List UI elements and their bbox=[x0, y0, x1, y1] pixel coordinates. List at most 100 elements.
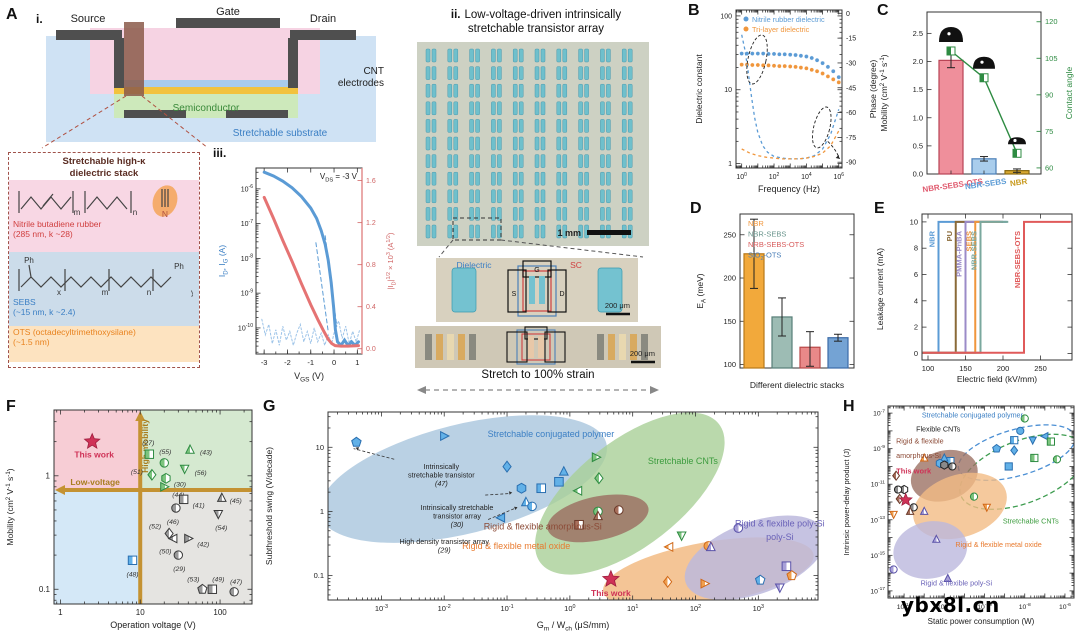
panel-label-b: B bbox=[688, 2, 700, 19]
stack-title-line2: dielectric stack bbox=[69, 167, 139, 179]
arrow-head bbox=[835, 155, 840, 159]
repeat-m: m bbox=[74, 208, 81, 217]
tspan: 10 bbox=[238, 325, 246, 332]
tspan: 10 bbox=[564, 604, 572, 613]
ref-label: (41) bbox=[193, 502, 205, 509]
tspan: Rigid & flexible amorphous-Si bbox=[484, 522, 602, 532]
device-bar bbox=[512, 171, 518, 186]
device-bar bbox=[497, 101, 502, 116]
device-bar bbox=[540, 171, 546, 186]
tspan: 10 bbox=[873, 446, 881, 453]
tspan: Operation voltage (V) bbox=[110, 620, 196, 630]
data-point bbox=[184, 533, 194, 544]
data-point bbox=[558, 465, 569, 476]
channel-bar bbox=[538, 336, 544, 358]
tspan: 10 bbox=[910, 217, 918, 226]
tspan: -1 bbox=[307, 358, 314, 367]
legend-marker bbox=[743, 16, 749, 22]
droplet-icon bbox=[1008, 137, 1026, 145]
panel-label-a: A bbox=[6, 6, 18, 23]
tspan: -6 bbox=[1067, 602, 1072, 608]
region-ellipse bbox=[893, 521, 968, 579]
y-tick-label: 2 bbox=[914, 323, 918, 332]
stack-section-nbr: m n N Nitrile butadiene rubber (285 nm, k … bbox=[9, 179, 199, 252]
tspan: 10 bbox=[316, 443, 324, 452]
device-bar bbox=[453, 224, 459, 239]
device-bar bbox=[556, 66, 562, 80]
device-bar bbox=[540, 207, 546, 221]
data-point bbox=[197, 583, 208, 594]
tspan: NBR-SEBS-OTS bbox=[1013, 231, 1022, 288]
gate-current bbox=[261, 318, 361, 348]
device-bar bbox=[540, 119, 546, 133]
stack-title-line1: Stretchable high-κ bbox=[62, 156, 146, 167]
y-tick-label: 1.0 bbox=[913, 113, 923, 122]
tspan: NBR-SEBS bbox=[748, 230, 786, 239]
data-point bbox=[755, 51, 761, 56]
tspan: NBR bbox=[748, 219, 764, 228]
dielectric-stack-callout: Stretchable high-κ dielectric stack m n N … bbox=[8, 152, 200, 368]
data-point bbox=[771, 51, 777, 57]
device-bar bbox=[512, 189, 518, 204]
ref-label: (51) bbox=[131, 469, 143, 476]
legend-label: SiO2-OTS bbox=[748, 251, 781, 262]
data-point bbox=[992, 443, 1002, 453]
tspan: 0 bbox=[914, 349, 918, 358]
phenyl-bond bbox=[28, 264, 32, 277]
tspan: Gate bbox=[216, 6, 240, 18]
device-bar bbox=[469, 83, 474, 98]
y-axis-label: Mobility (cm2 V-1 s-1) bbox=[5, 468, 15, 545]
droplet-highlight bbox=[1013, 138, 1017, 143]
tspan: High mobility bbox=[140, 419, 150, 473]
tspan: Dielectric constant bbox=[694, 54, 704, 124]
device-bar bbox=[600, 48, 605, 63]
device-bar bbox=[497, 136, 502, 151]
device-bar bbox=[431, 136, 437, 151]
device-bar bbox=[518, 66, 524, 80]
tspan: (meV) bbox=[695, 273, 705, 299]
callout-leader bbox=[41, 95, 127, 149]
x-tick-label: 0 bbox=[332, 358, 336, 367]
y-axis-label: Leakage current (mA) bbox=[875, 248, 885, 330]
tspan: Dielectric bbox=[457, 260, 493, 270]
tspan: Different dielectric stacks bbox=[750, 380, 844, 390]
tspan: amorphous-Si bbox=[896, 451, 941, 460]
device-bar bbox=[584, 207, 589, 221]
data-point bbox=[777, 63, 782, 69]
data-point bbox=[787, 52, 793, 57]
y-tick-label: 0.1 bbox=[39, 585, 51, 594]
tspan: 10 bbox=[833, 174, 841, 181]
tspan: -3 bbox=[261, 358, 268, 367]
tspan: (53) bbox=[187, 576, 199, 583]
tspan: -10 bbox=[985, 602, 992, 608]
device-bar bbox=[540, 101, 546, 116]
ref-label: (42) bbox=[197, 542, 209, 549]
tspan: Stretchable conjugated polymer bbox=[488, 429, 615, 439]
tspan: 90 bbox=[1045, 90, 1053, 99]
device-bar bbox=[491, 154, 496, 168]
annotation-text: (47) bbox=[435, 479, 448, 488]
tspan: 105 bbox=[1045, 54, 1058, 63]
device-bar bbox=[584, 136, 589, 151]
tspan: 10 bbox=[871, 482, 879, 489]
series-label: PMMA-PnBA bbox=[955, 230, 964, 276]
device-bar bbox=[606, 48, 611, 63]
device-bar bbox=[600, 189, 605, 204]
device-bar bbox=[518, 224, 524, 239]
data-point bbox=[159, 458, 169, 468]
data-point bbox=[893, 485, 903, 494]
device-bar bbox=[491, 207, 496, 221]
legend-label: Nitrile rubber dielectric bbox=[752, 15, 825, 24]
x-tick-label: 101 bbox=[627, 604, 638, 613]
droplet-icon bbox=[939, 26, 963, 42]
repeat-label: n bbox=[147, 288, 151, 297]
this-work-label: This work bbox=[74, 450, 114, 460]
x-tick-label: 100 bbox=[564, 604, 575, 613]
device-bar bbox=[621, 48, 627, 63]
data-point bbox=[905, 506, 915, 515]
tspan: -8 bbox=[249, 254, 254, 260]
device-bar bbox=[584, 101, 589, 116]
